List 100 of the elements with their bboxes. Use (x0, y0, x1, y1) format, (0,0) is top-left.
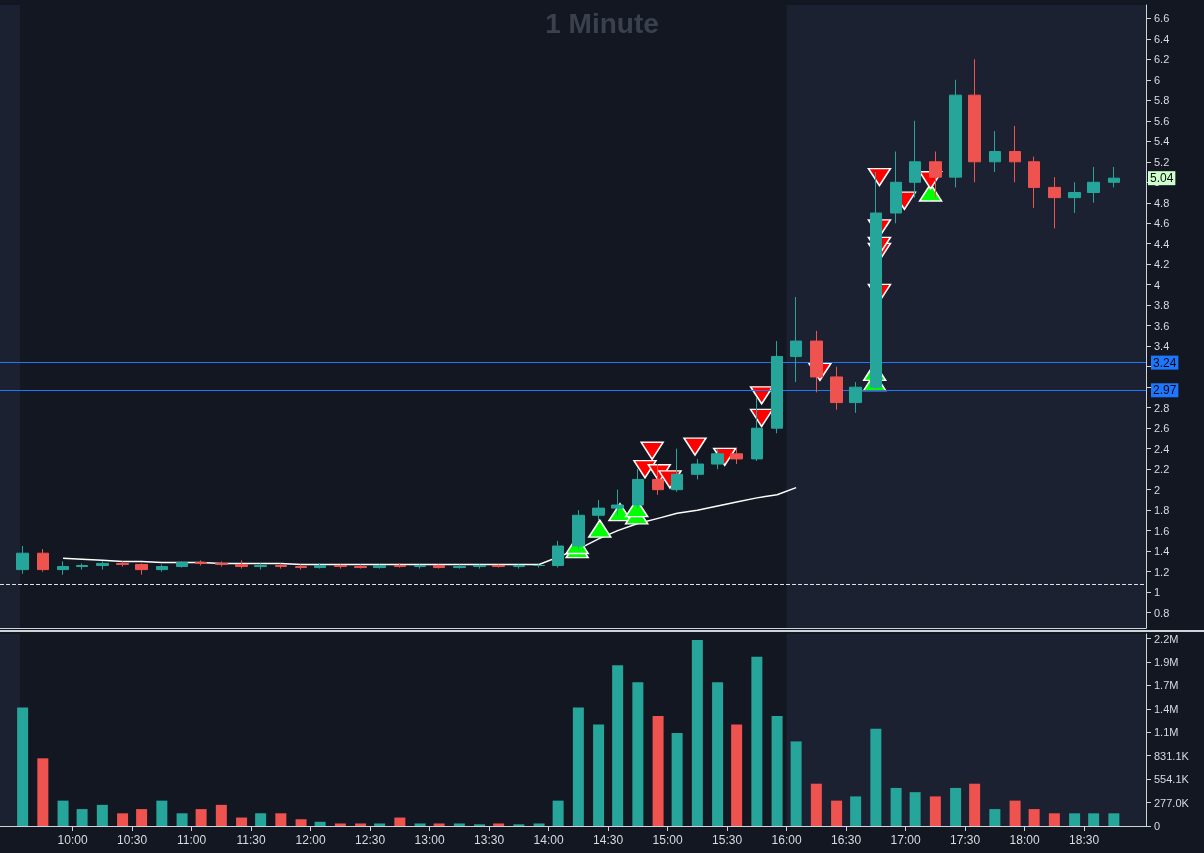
candlestick (492, 563, 505, 569)
candlestick (691, 458, 704, 480)
y-tick-label: 5.2 (1154, 155, 1170, 168)
bar (37, 758, 49, 826)
y-tick-label: 3.8 (1154, 299, 1170, 312)
bar (57, 800, 69, 826)
candlestick (1009, 125, 1021, 183)
candlestick (968, 58, 981, 183)
candlestick (195, 559, 207, 566)
x-tick-label: 12:00 (295, 833, 326, 847)
candlestick (414, 563, 426, 570)
bar (929, 796, 941, 826)
x-tick-label: 12:30 (355, 833, 386, 847)
bar (1028, 809, 1040, 826)
y-tick-label: 4.4 (1154, 237, 1170, 250)
candlestick (533, 563, 545, 569)
y-tick-label: 0.8 (1154, 606, 1170, 619)
y-tick-label: 6.6 (1154, 12, 1170, 25)
x-tick-label: 17:00 (890, 833, 921, 847)
candlestick (156, 563, 168, 573)
bar (355, 823, 367, 826)
bar (552, 800, 564, 826)
x-tick-label: 14:30 (593, 833, 624, 847)
candlestick (849, 381, 862, 414)
y-tick-label: 0 (1154, 820, 1161, 832)
x-tick-label: 17:30 (950, 833, 981, 847)
candlestick (771, 340, 783, 434)
bar (394, 817, 406, 826)
bar (652, 716, 664, 826)
y-tick-label: 1 (1154, 586, 1161, 599)
x-tick-label: 16:30 (831, 833, 862, 847)
y-tick-label: 5.8 (1154, 94, 1170, 107)
x-tick-label: 15:30 (712, 833, 743, 847)
bar (1108, 813, 1120, 826)
x-tick-label: 14:00 (533, 833, 564, 847)
x-tick-label: 16:00 (771, 833, 802, 847)
bar (314, 821, 326, 826)
bar (334, 823, 346, 826)
bar (810, 783, 822, 826)
bar (295, 819, 307, 826)
candlestick (295, 563, 307, 571)
candlestick (790, 296, 802, 383)
candlestick (592, 499, 605, 521)
candlestick (890, 151, 902, 224)
bar (1009, 800, 1021, 826)
point (640, 441, 664, 460)
candlestick (1068, 181, 1081, 214)
y-tick-label: 1.4M (1154, 702, 1179, 715)
candlestick (254, 562, 267, 571)
point (588, 519, 612, 538)
y-tick-label: 1.9M (1154, 655, 1179, 668)
bar (493, 823, 505, 826)
bar (453, 823, 465, 826)
y-tick-label: 6 (1154, 73, 1161, 86)
candlestick (870, 171, 882, 390)
bar (176, 813, 188, 826)
y-tick-label: 2.4 (1154, 442, 1170, 455)
bar (1069, 813, 1081, 826)
candlestick (1108, 166, 1120, 188)
ref-line-label: 2.97 (1153, 383, 1177, 398)
candlestick (135, 562, 148, 576)
bar (195, 809, 207, 826)
point (683, 437, 707, 456)
bar (712, 682, 724, 826)
candlestick (611, 489, 624, 516)
candlestick (373, 563, 386, 570)
y-tick-label: 2.6 (1154, 422, 1170, 435)
bar (691, 639, 703, 826)
candlestick (572, 509, 585, 550)
candlestick (1087, 166, 1100, 204)
candlestick (57, 560, 69, 576)
bar (572, 707, 584, 826)
bar (890, 787, 902, 826)
candlestick (176, 560, 188, 569)
bar (632, 682, 644, 826)
bar (414, 823, 426, 826)
bar (136, 809, 148, 826)
candlestick (1028, 156, 1040, 209)
candlestick (989, 130, 1001, 173)
bar (236, 817, 248, 826)
bar (969, 783, 981, 826)
candlestick (215, 560, 228, 568)
bar (950, 787, 962, 826)
candlestick (37, 548, 49, 573)
bar (374, 823, 386, 826)
candlestick (275, 562, 287, 570)
bar (117, 813, 129, 826)
y-tick-label: 1.6 (1154, 524, 1170, 537)
bar (850, 796, 862, 826)
x-tick-label: 18:30 (1069, 833, 1100, 847)
bar (751, 656, 763, 826)
bar (1048, 813, 1060, 826)
point (749, 408, 774, 428)
point (867, 167, 892, 187)
candlestick (473, 563, 486, 570)
bar (671, 732, 683, 826)
bar (255, 813, 267, 826)
x-tick-label: 13:30 (474, 833, 505, 847)
y-tick-label: 554.1K (1154, 773, 1190, 786)
ref-line-label: 3.24 (1153, 355, 1177, 370)
